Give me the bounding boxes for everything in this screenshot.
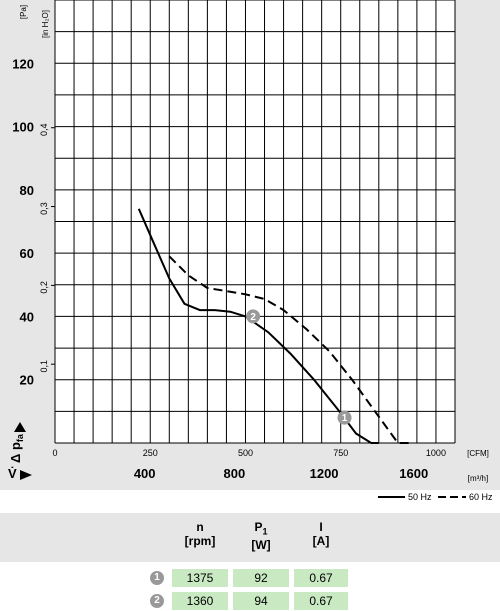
row-2-badge: 2 [150, 594, 164, 608]
row-2-p1: 94 [233, 592, 289, 610]
row-1-i: 0.67 [294, 569, 348, 587]
cfm-unit-label: [CFM] [467, 449, 489, 458]
inh2o-tick-label: 0,4 [39, 123, 49, 136]
y-axis-subscript: fa [15, 433, 25, 442]
operating-point-badge [246, 309, 261, 324]
header-i: I [A] [296, 520, 346, 548]
cfm-tick-label: 250 [143, 448, 158, 458]
pa-tick-label: 40 [20, 309, 34, 324]
m3h-tick-label: 400 [134, 466, 156, 481]
header-i-unit: [A] [312, 534, 330, 548]
inh2o-tick-label: 0,3 [39, 202, 49, 215]
inh2o-tick-label: 0,2 [39, 281, 49, 294]
operating-point-label: 1 [342, 413, 348, 424]
legend: 50 Hz 60 Hz [378, 492, 493, 502]
grid [51, 0, 456, 444]
pa-tick-label: 20 [20, 373, 34, 388]
m3h-tick-label: 1200 [310, 466, 339, 481]
curve-60-hz [168, 255, 414, 444]
row-1-n: 1375 [172, 569, 228, 587]
cfm-tick-label: 1000 [426, 448, 446, 458]
header-n: n [rpm] [175, 520, 225, 548]
cfm-tick-label: 0 [52, 448, 57, 458]
header-p1: P1 [W] [236, 520, 286, 552]
cfm-tick-label: 750 [333, 448, 348, 458]
x-axis-arrow [20, 470, 32, 480]
inh2o-unit-label: [in H₂O] [41, 10, 50, 38]
header-p1-symbol: P1 [254, 520, 268, 537]
pa-tick-label: 80 [20, 183, 34, 198]
row-1-badge: 1 [150, 571, 164, 585]
y-axis-arrow [14, 422, 26, 432]
table-header-band [0, 513, 500, 562]
curves [137, 208, 414, 444]
operating-point-label: 2 [250, 312, 256, 323]
row-2-i: 0.67 [294, 592, 348, 610]
header-i-symbol: I [319, 520, 323, 534]
row-1-p1: 92 [233, 569, 289, 587]
header-n-unit: [rpm] [184, 534, 216, 548]
m3h-tick-label: 1600 [399, 466, 428, 481]
cfm-tick-label: 500 [238, 448, 253, 458]
legend-solid-label: 50 Hz [408, 492, 432, 502]
row-2-n: 1360 [172, 592, 228, 610]
header-n-symbol: n [196, 520, 204, 534]
x-axis-symbol: V̇ [8, 466, 17, 481]
pa-tick-label: 100 [12, 120, 34, 135]
m3h-tick-label: 800 [224, 466, 246, 481]
curve-50-hz [137, 208, 379, 444]
legend-dashed-label: 60 Hz [469, 492, 493, 502]
m3h-unit-label: [m³/h] [468, 474, 488, 483]
operating-point-markers: 21 [246, 309, 352, 425]
operating-point-badge [337, 410, 352, 425]
pa-tick-label: 60 [20, 246, 34, 261]
inh2o-tick-label: 0,1 [39, 360, 49, 373]
y-axis-symbol: Δ pfa [8, 433, 25, 463]
header-p1-unit: [W] [251, 538, 271, 553]
pa-tick-label: 120 [12, 56, 34, 71]
pa-unit-label: [Pa] [19, 5, 28, 19]
